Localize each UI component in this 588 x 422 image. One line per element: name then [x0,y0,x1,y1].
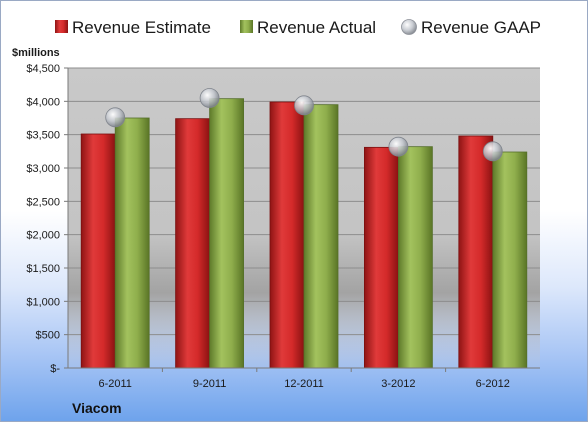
legend-item-estimate: Revenue Estimate [55,18,211,37]
legend-label-estimate: Revenue Estimate [72,18,211,37]
legend-swatch-actual [240,20,253,33]
bar-revenue-actual [397,146,433,369]
y-tick-label: $3,500 [26,130,60,142]
gaap-marker [105,107,126,128]
y-tick-label: $1,000 [26,296,60,308]
gaap-marker [294,95,314,116]
legend-label-actual: Revenue Actual [257,18,376,37]
x-tick-label: 12-2011 [284,378,324,390]
legend: Revenue Estimate Revenue Actual Revenue … [55,18,541,37]
gaap-marker [199,88,220,108]
y-axis-unit-label: $millions [12,47,60,59]
y-tick-label: $4,000 [26,96,60,108]
legend-swatch-estimate [55,20,68,33]
company-name: Viacom [72,400,122,416]
y-tick-label: $2,500 [26,196,60,208]
legend-item-actual: Revenue Actual [240,18,376,37]
x-axis-ticks: 6-2011 9-2011 12-2011 3-2012 6-2012 [98,368,510,390]
bar-revenue-actual [114,117,150,369]
bar-revenue-actual [303,104,339,369]
legend-item-gaap: Revenue GAAP [401,18,541,37]
y-tick-label: $500 [36,330,60,342]
legend-label-gaap: Revenue GAAP [421,18,541,37]
bar-revenue-estimate [80,133,116,369]
y-axis-ticks: $- $500 $1,000 $1,500 $2,000 $2,500 $3,000 $3,5… [26,63,68,375]
x-tick-label: 6-2011 [98,378,131,390]
gaap-marker [388,136,409,157]
gaap-markers [105,88,503,162]
x-tick-label: 9-2011 [193,378,226,390]
bar-revenue-estimate [175,118,211,369]
bar-revenue-estimate [363,146,399,369]
bars [80,98,528,369]
y-tick-label: $- [50,363,60,375]
x-tick-label: 6-2012 [476,378,510,390]
y-tick-label: $4,500 [26,63,60,75]
legend-marker-gaap [401,19,417,35]
bar-revenue-estimate [269,101,305,369]
x-tick-label: 3-2012 [381,378,415,390]
bar-revenue-estimate [458,135,494,369]
y-tick-label: $3,000 [26,163,60,175]
y-tick-label: $1,500 [26,263,60,275]
gaap-marker [482,141,503,162]
y-tick-label: $2,000 [26,230,60,242]
bar-revenue-actual [492,151,528,369]
bar-revenue-actual [209,98,245,369]
